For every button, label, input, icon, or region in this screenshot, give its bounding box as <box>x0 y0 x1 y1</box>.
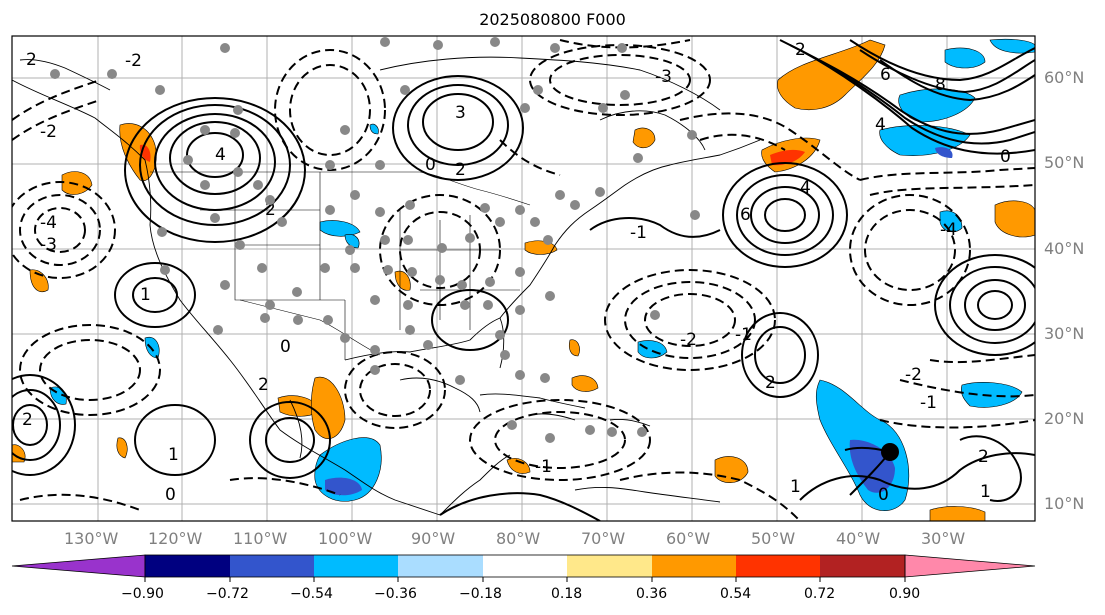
colorbar-tick-label: −0.54 <box>290 586 333 602</box>
contour-label: 2 <box>26 50 37 70</box>
contour-label: 1 <box>790 477 801 497</box>
contour-label: -1 <box>920 393 937 413</box>
contour-label: -1 <box>535 457 552 477</box>
contour-label: 2 <box>455 160 466 180</box>
colorbar-low-extension <box>11 554 146 578</box>
coastlines <box>12 56 761 516</box>
lon-label-30w: 30°W <box>921 529 966 548</box>
contour-label: 2 <box>22 410 33 430</box>
storm-center-marker <box>881 443 899 461</box>
lon-label-60w: 60°W <box>666 529 711 548</box>
contour-label: 2 <box>258 375 269 395</box>
map-frame <box>11 35 1036 522</box>
political-borders <box>150 171 531 360</box>
lon-label-100w: 100°W <box>318 529 373 548</box>
lon-label-120w: 120°W <box>148 529 203 548</box>
contour-label: -2 <box>905 365 922 385</box>
colorbar-segment <box>567 555 652 577</box>
contour-label: -1 <box>630 223 647 243</box>
colorbar-tick-label: 0.72 <box>804 586 836 602</box>
colorbar-tick-label: −0.18 <box>459 586 502 602</box>
lon-label-50w: 50°W <box>751 529 796 548</box>
station-markers <box>50 37 700 443</box>
colorbar-segment <box>145 555 230 577</box>
colorbar <box>11 554 1036 582</box>
contour-label: -2 <box>125 51 142 71</box>
contour-label: 4 <box>875 115 886 135</box>
colorbar-tick-label: 0.36 <box>636 586 668 602</box>
map-title: 2025080800 F000 <box>479 10 626 29</box>
colorbar-segment <box>230 555 314 577</box>
positive-anomaly-patches <box>12 39 1035 521</box>
lat-label-20n: 20°N <box>1044 409 1085 428</box>
lat-label-50n: 50°N <box>1044 153 1085 172</box>
negative-contours <box>12 39 1035 521</box>
colorbar-tick-label: 0.18 <box>551 586 583 602</box>
contour-label: 4 <box>800 178 811 198</box>
lon-label-90w: 90°W <box>411 529 456 548</box>
contour-label: 0 <box>425 155 436 175</box>
contour-label: 1 <box>980 482 991 502</box>
contour-label: 2 <box>795 40 806 60</box>
contour-label: -2 <box>40 122 57 142</box>
colorbar-segment <box>398 555 483 577</box>
negative-anomaly-patches <box>49 38 1035 511</box>
contour-label: 2 <box>978 447 989 467</box>
contour-label: 1 <box>168 445 179 465</box>
lat-label-60n: 60°N <box>1044 68 1085 87</box>
contour-label: 0 <box>878 485 889 505</box>
lon-label-70w: 70°W <box>581 529 626 548</box>
colorbar-segment <box>652 555 736 577</box>
contour-label: 2 <box>765 373 776 393</box>
lon-label-40w: 40°W <box>836 529 881 548</box>
colorbar-tick-label: 0.90 <box>889 586 921 602</box>
lat-label-30n: 30°N <box>1044 324 1085 343</box>
colorbar-segment <box>314 555 398 577</box>
contour-label: -1 <box>735 325 752 345</box>
contour-label: 4 <box>215 145 226 165</box>
lat-label-10n: 10°N <box>1044 494 1085 513</box>
contour-label: -4 <box>40 213 57 233</box>
colorbar-tick-label: −0.36 <box>374 586 417 602</box>
contour-label: 8 <box>935 75 946 95</box>
colorbar-high-extension <box>904 554 1036 578</box>
contour-label: 6 <box>880 65 891 85</box>
lon-label-80w: 80°W <box>496 529 541 548</box>
colorbar-segment <box>820 555 905 577</box>
contour-label: 1 <box>140 285 151 305</box>
contour-label: 3 <box>455 103 466 123</box>
contour-label: -4 <box>940 220 957 240</box>
lon-label-110w: 110°W <box>233 529 288 548</box>
colorbar-segment <box>483 555 567 577</box>
contour-label: 2 <box>265 200 276 220</box>
positive-contours <box>12 39 1035 521</box>
contour-label: -3 <box>655 67 672 87</box>
colorbar-tick-label: −0.72 <box>206 586 249 602</box>
contour-label: 0 <box>165 485 176 505</box>
contour-label: 0 <box>1000 147 1011 167</box>
contour-label: 0 <box>280 337 291 357</box>
lon-label-130w: 130°W <box>64 529 119 548</box>
contour-label: -3 <box>40 235 57 255</box>
strong-negative-anomaly-patches <box>325 147 953 496</box>
contour-label: 6 <box>740 205 751 225</box>
colorbar-tick-label: −0.90 <box>121 586 164 602</box>
contour-label: -2 <box>680 330 697 350</box>
colorbar-tick-label: 0.54 <box>720 586 752 602</box>
lat-label-40n: 40°N <box>1044 239 1085 258</box>
colorbar-segment <box>736 555 820 577</box>
